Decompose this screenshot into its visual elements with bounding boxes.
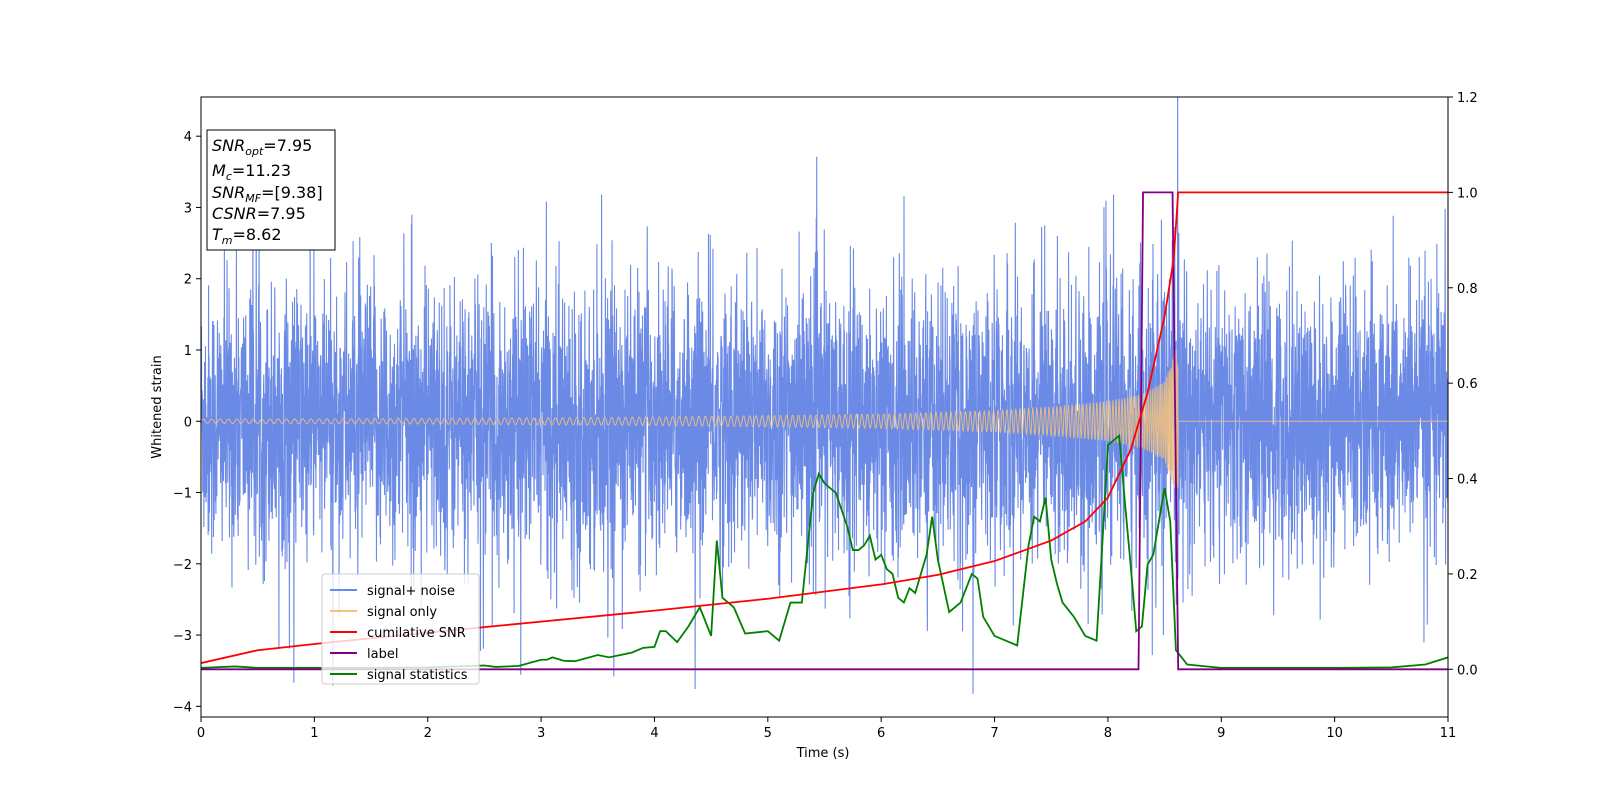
y-axis-ticks: −4 −3 −2 −1 0 1 2 3 4 [173, 130, 201, 715]
y2-tick-label: 0.8 [1457, 282, 1478, 297]
y-tick-label: 1 [184, 344, 192, 359]
x-tick-label: 6 [877, 726, 885, 741]
signal-noise-line [201, 97, 1448, 694]
legend-label: signal statistics [367, 668, 468, 683]
y2-tick-label: 0.0 [1457, 663, 1478, 678]
y2-tick-label: 0.6 [1457, 377, 1478, 392]
y-tick-label: 4 [184, 130, 192, 145]
y2-tick-label: 1.0 [1457, 186, 1478, 201]
y-tick-label: −4 [173, 700, 192, 715]
y-axis-label: Whitened strain [150, 355, 165, 458]
label-line [201, 191, 1448, 671]
x-axis-ticks: 0 1 2 3 4 5 6 7 8 9 10 11 [197, 717, 1456, 741]
y2-tick-label: 0.4 [1457, 473, 1478, 488]
y-tick-label: 2 [184, 273, 192, 288]
info-line: Tm=8.62 [212, 225, 282, 247]
info-box-lines: SNRopt=7.95 Mc=11.23SNRMF=[9.38]CSNR=7.95… [212, 136, 323, 247]
info-line: SNRMF=[9.38] [212, 183, 323, 205]
legend-label: label [367, 647, 398, 662]
plot-frame [200, 96, 1449, 718]
x-tick-label: 7 [990, 726, 998, 741]
x-tick-label: 1 [310, 726, 318, 741]
y2-tick-label: 1.2 [1457, 91, 1478, 106]
x-tick-label: 11 [1440, 726, 1457, 741]
info-line: CSNR=7.95 [212, 204, 306, 223]
signal-statistics-line [201, 433, 1448, 669]
x-axis-label: Time (s) [796, 746, 850, 761]
noise-series-layer [201, 97, 1448, 694]
legend-items: signal+ noise signal only cumilative SNR la… [330, 584, 468, 683]
info-line: SNRopt=7.95 [212, 136, 312, 158]
info-line: Mc=11.23 [212, 161, 291, 183]
x-tick-label: 4 [650, 726, 658, 741]
signal-only-line [201, 349, 1448, 489]
y-tick-label: 3 [184, 201, 192, 216]
legend-label: signal only [367, 605, 437, 620]
y-tick-label: −3 [173, 629, 192, 644]
y2-tick-label: 0.2 [1457, 568, 1478, 583]
y-tick-label: −1 [173, 487, 192, 502]
x-tick-label: 8 [1104, 726, 1112, 741]
x-tick-label: 5 [764, 726, 772, 741]
x-tick-label: 10 [1326, 726, 1343, 741]
legend-label: cumilative SNR [367, 626, 466, 641]
info-box: SNRopt=7.95 Mc=11.23SNRMF=[9.38]CSNR=7.95… [206, 129, 336, 251]
legend: signal+ noise signal only cumilative SNR la… [321, 573, 480, 685]
x-tick-label: 9 [1217, 726, 1225, 741]
x-tick-label: 0 [197, 726, 205, 741]
signal-series-layer [201, 349, 1448, 489]
legend-frame [321, 573, 480, 685]
y2-axis-ticks: 0.0 0.2 0.4 0.6 0.8 1.0 1.2 [1448, 91, 1478, 678]
x-tick-label: 3 [537, 726, 545, 741]
info-box-frame [206, 129, 336, 251]
legend-label: signal+ noise [367, 584, 455, 599]
y-tick-label: 0 [184, 415, 192, 430]
y-tick-label: −2 [173, 558, 192, 573]
x-tick-label: 2 [424, 726, 432, 741]
